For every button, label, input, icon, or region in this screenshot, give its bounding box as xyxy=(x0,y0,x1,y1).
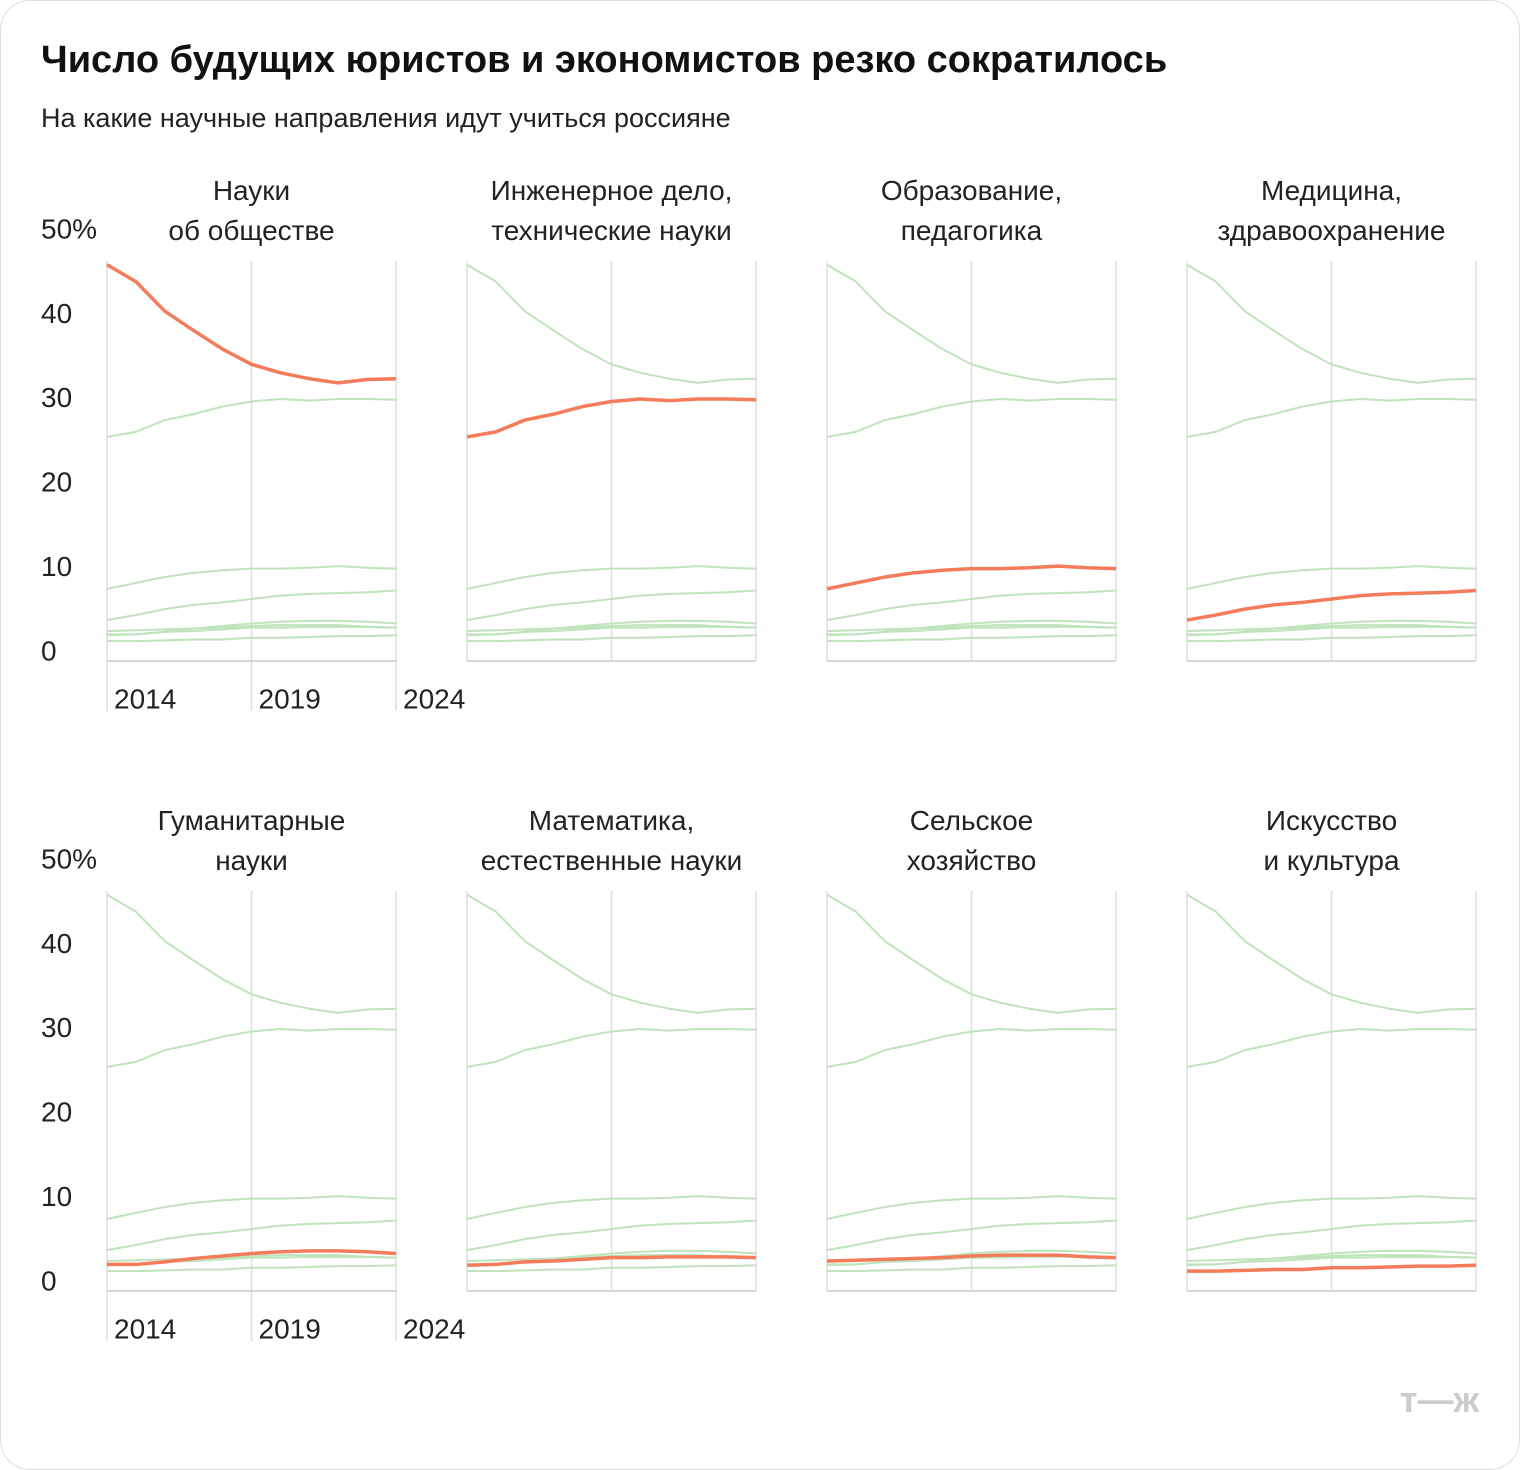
context-line xyxy=(107,634,397,643)
context-line xyxy=(1186,565,1477,590)
context-line xyxy=(466,624,757,633)
context-line xyxy=(466,1195,757,1220)
highlight-line xyxy=(826,564,1117,591)
panel-title: Науки об обществе xyxy=(168,175,335,246)
chart-subtitle: На какие научные направления идут учитьс… xyxy=(41,103,731,133)
context-line xyxy=(466,893,757,1014)
context-line xyxy=(106,1219,397,1252)
context-line xyxy=(106,624,397,633)
y-tick-label: 10 xyxy=(41,551,72,582)
context-line xyxy=(466,565,757,590)
y-tick-label: 20 xyxy=(41,467,72,498)
y-tick-label: 40 xyxy=(41,298,72,329)
y-tick-label: 30 xyxy=(41,382,72,413)
highlight-line xyxy=(1187,1263,1477,1273)
context-line xyxy=(826,625,1117,637)
context-line xyxy=(466,625,757,637)
y-tick-label: 50% xyxy=(41,843,97,874)
highlight-line xyxy=(826,1253,1117,1263)
context-line xyxy=(1186,624,1477,633)
highlight-line xyxy=(466,397,757,439)
context-line xyxy=(106,1027,397,1068)
context-line xyxy=(466,589,757,622)
context-line xyxy=(1187,634,1477,643)
x-tick-label: 2019 xyxy=(259,683,321,714)
x-tick-label: 2024 xyxy=(403,683,465,714)
chart-title: Число будущих юристов и экономистов резк… xyxy=(41,39,1168,81)
panel-title: Математика, естественные науки xyxy=(480,805,743,876)
context-line xyxy=(466,1027,757,1068)
context-line xyxy=(107,1264,397,1273)
y-tick-label: 30 xyxy=(41,1012,72,1043)
logo: т—ж xyxy=(1399,1379,1479,1420)
context-line xyxy=(826,263,1117,384)
context-line xyxy=(826,624,1117,633)
context-line xyxy=(827,634,1117,643)
panel-title: Искусство и культура xyxy=(1263,805,1400,876)
context-line xyxy=(106,589,397,622)
y-tick-label: 0 xyxy=(41,1265,57,1296)
context-line xyxy=(1186,1254,1477,1263)
context-line xyxy=(106,397,397,438)
context-line xyxy=(826,1195,1117,1220)
context-line xyxy=(826,893,1117,1014)
context-line xyxy=(1186,397,1477,438)
panel-title: Сельское хозяйство xyxy=(906,805,1037,876)
context-line xyxy=(467,1264,757,1273)
context-line xyxy=(1186,625,1477,637)
context-line xyxy=(106,1195,397,1220)
context-line xyxy=(1186,1027,1477,1068)
y-tick-label: 40 xyxy=(41,928,72,959)
context-line xyxy=(826,589,1117,622)
context-line xyxy=(826,1027,1117,1068)
context-line xyxy=(106,893,397,1014)
panel-title: Гуманитарные науки xyxy=(157,805,346,876)
panel-title: Медицина, здравоохранение xyxy=(1217,175,1446,246)
context-line xyxy=(1186,1219,1477,1252)
context-line xyxy=(826,397,1117,438)
context-line xyxy=(827,1264,1117,1273)
highlight-line xyxy=(107,1249,397,1267)
context-line xyxy=(826,1219,1117,1252)
x-tick-label: 2014 xyxy=(114,1313,176,1344)
y-tick-label: 50% xyxy=(41,213,97,244)
y-tick-label: 10 xyxy=(41,1181,72,1212)
x-tick-label: 2019 xyxy=(259,1313,321,1344)
context-line xyxy=(1186,893,1477,1014)
context-line xyxy=(1186,1255,1477,1267)
y-tick-label: 20 xyxy=(41,1097,72,1128)
highlight-line xyxy=(466,1255,757,1268)
context-line xyxy=(466,263,757,384)
highlight-line xyxy=(1186,588,1477,622)
panel-title: Инженерное дело, технические науки xyxy=(490,175,733,246)
context-line xyxy=(466,1219,757,1252)
x-tick-label: 2024 xyxy=(403,1313,465,1344)
context-line xyxy=(106,1254,397,1263)
highlight-line xyxy=(106,263,397,385)
context-line xyxy=(106,565,397,590)
y-tick-label: 0 xyxy=(41,635,57,666)
panel-title: Образование, педагогика xyxy=(880,175,1063,246)
context-line xyxy=(467,634,757,643)
context-line xyxy=(106,625,397,637)
context-line xyxy=(1186,263,1477,384)
context-line xyxy=(1186,1195,1477,1220)
x-tick-label: 2014 xyxy=(114,683,176,714)
